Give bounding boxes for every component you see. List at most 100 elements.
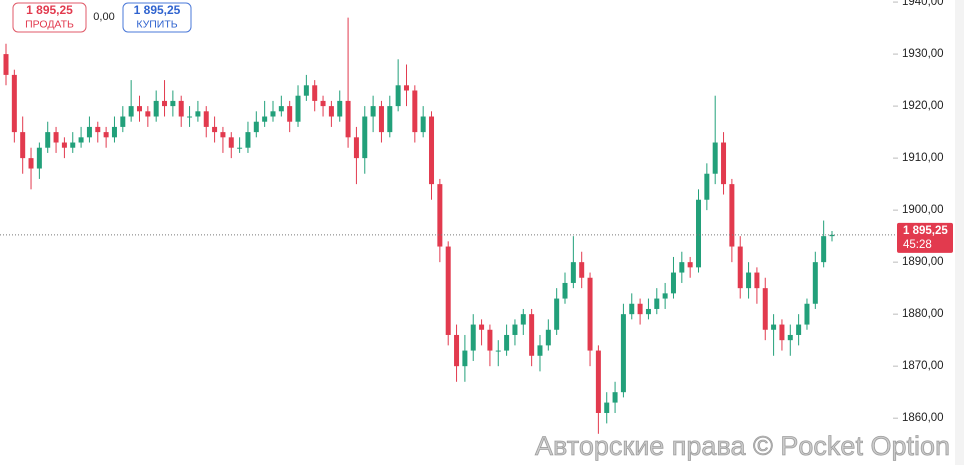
candle-body xyxy=(662,293,668,299)
candle-body xyxy=(779,324,785,341)
candle-body xyxy=(620,314,626,393)
candle-body xyxy=(70,142,76,148)
candle-body xyxy=(362,116,368,159)
candle-body xyxy=(512,324,518,335)
candle-body xyxy=(253,121,259,133)
watermark: Авторские права © Pocket Option xyxy=(535,431,950,461)
candle-body xyxy=(262,116,268,122)
buy-price: 1 895,25 xyxy=(134,3,181,17)
y-tick-label: 1930,00 xyxy=(902,48,944,60)
y-tick-label: 1910,00 xyxy=(902,152,944,164)
candle-body xyxy=(570,262,576,283)
candle-body xyxy=(762,288,768,330)
candle-body xyxy=(429,116,435,185)
candle-body xyxy=(378,106,384,133)
candle-body xyxy=(220,132,226,138)
candle-body xyxy=(136,106,142,112)
candle-body xyxy=(295,95,301,122)
candle-body xyxy=(86,126,92,138)
candle-body xyxy=(579,262,585,278)
candle-body xyxy=(462,350,468,367)
candle-body xyxy=(11,74,17,133)
buy-button[interactable] xyxy=(122,2,192,33)
current-price-box xyxy=(897,222,953,253)
candle-body xyxy=(821,236,827,263)
candle-body xyxy=(370,106,376,117)
candle-body xyxy=(554,298,560,330)
candle-body xyxy=(504,334,510,351)
scrollbar xyxy=(955,0,964,465)
y-tick-label: 1880,00 xyxy=(902,308,944,320)
candle-body xyxy=(721,142,727,185)
candle-body xyxy=(3,54,9,75)
candle-body xyxy=(278,106,284,112)
candle-body xyxy=(637,303,643,315)
candle-body xyxy=(604,402,610,413)
candle-body xyxy=(771,324,777,330)
candle-body xyxy=(61,142,67,148)
buy-label: КУПИТЬ xyxy=(136,18,177,30)
candle-body xyxy=(454,334,460,367)
candle-body xyxy=(470,324,476,351)
candle-body xyxy=(36,147,42,169)
candle-body xyxy=(704,173,710,200)
candle-body xyxy=(696,199,702,268)
candle-body xyxy=(203,111,209,127)
candle-body xyxy=(303,85,309,96)
candle-body xyxy=(328,106,334,117)
candle-body xyxy=(145,111,151,117)
candle-body xyxy=(270,111,276,117)
candle-body xyxy=(812,262,818,304)
candle-body xyxy=(187,116,193,118)
candle-body xyxy=(729,184,735,247)
candle-body xyxy=(529,314,535,356)
candle-body xyxy=(195,111,201,117)
candle-body xyxy=(78,137,84,143)
candle-body xyxy=(587,277,593,351)
candle-body xyxy=(520,314,526,325)
candle-body xyxy=(103,132,109,138)
candle-body xyxy=(562,282,568,299)
candle-body xyxy=(45,132,51,148)
candle-body xyxy=(645,308,651,315)
candle-body xyxy=(228,137,234,148)
candle-body xyxy=(212,126,218,133)
candle-body xyxy=(287,106,293,122)
candle-body xyxy=(345,100,351,138)
candle-body xyxy=(237,147,243,149)
candle-body xyxy=(487,329,493,351)
candle-body xyxy=(679,262,685,273)
candle-body xyxy=(162,100,168,107)
candle-body xyxy=(629,303,635,315)
current-price-label: 1 895,25 xyxy=(903,225,948,237)
candle-body xyxy=(28,158,34,169)
sell-price: 1 895,25 xyxy=(26,3,73,17)
candle-body xyxy=(312,85,318,101)
sell-button[interactable] xyxy=(12,2,87,33)
candle-body xyxy=(654,298,660,309)
y-tick-label: 1860,00 xyxy=(902,412,944,424)
candle-body xyxy=(670,272,676,294)
candle-body xyxy=(153,100,159,117)
candle-body xyxy=(737,246,743,289)
candle-body xyxy=(20,132,26,159)
candle-body xyxy=(687,262,693,268)
candle-body xyxy=(128,106,134,117)
candle-body xyxy=(537,345,543,356)
candle-body xyxy=(787,334,793,341)
candle-body xyxy=(804,303,810,325)
y-tick-label: 1890,00 xyxy=(902,256,944,268)
spread: 0,00 xyxy=(93,11,114,23)
candle-body xyxy=(178,100,184,117)
candle-body xyxy=(495,350,501,352)
candle-body xyxy=(420,116,426,133)
candle-body xyxy=(170,100,176,107)
candle-body xyxy=(479,324,485,330)
candle-body xyxy=(387,106,393,133)
candle-body xyxy=(612,392,618,403)
y-tick-label: 1940,00 xyxy=(902,0,944,8)
y-tick-label: 1920,00 xyxy=(902,100,944,112)
candle-body xyxy=(403,85,409,91)
